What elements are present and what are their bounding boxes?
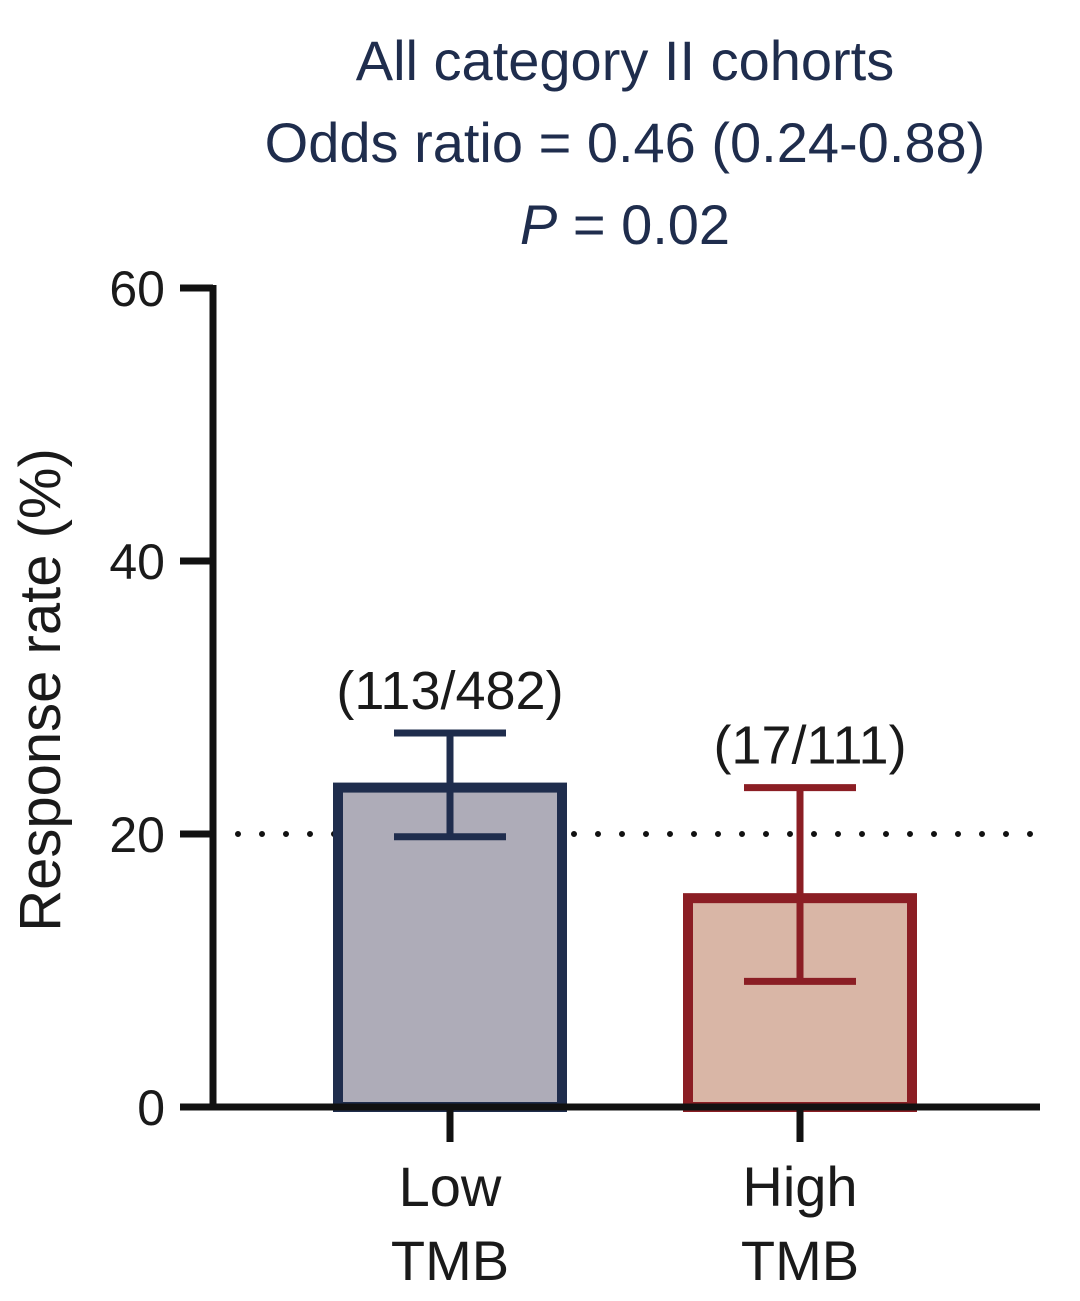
x-tick-label-tmb-high: TMB (741, 1229, 859, 1292)
y-axis-label: Response rate (%) (8, 448, 73, 932)
y-tick-label-60: 60 (109, 261, 165, 317)
count-label-low-tmb: (113/482) (336, 661, 563, 721)
labels-layer: (113/482) (17/111) 0 20 40 60 Low TMB High TMB (109, 261, 906, 1292)
p-value: = 0.02 (557, 193, 730, 256)
x-tick-label-tmb-low: TMB (391, 1229, 509, 1292)
p-symbol: P (520, 193, 557, 256)
y-tick-label-40: 40 (109, 534, 165, 590)
bars-layer (333, 729, 917, 1113)
p-value-label: P = 0.02 (520, 193, 730, 256)
x-tick-label-low: Low (399, 1155, 502, 1218)
count-label-high-tmb: (17/111) (713, 716, 906, 776)
y-tick-label-20: 20 (109, 807, 165, 863)
chart-title-line-2: Odds ratio = 0.46 (0.24-0.88) (265, 111, 986, 174)
axes-layer (180, 284, 1040, 1142)
y-tick-label-0: 0 (137, 1080, 165, 1136)
x-tick-label-high: High (742, 1155, 857, 1218)
chart-title-line-1: All category II cohorts (356, 29, 894, 92)
